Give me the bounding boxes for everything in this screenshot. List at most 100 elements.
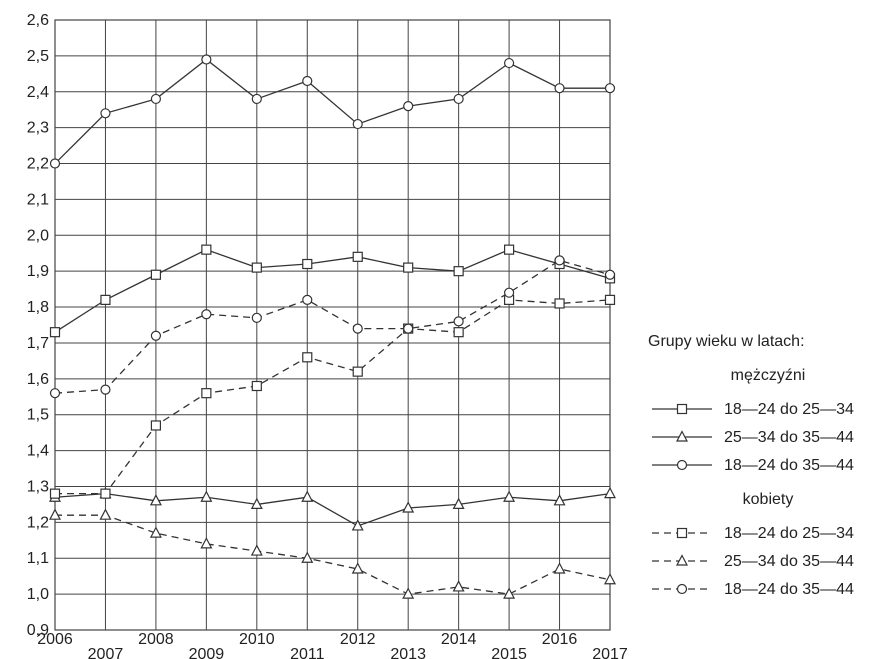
x-axis-ticks: 2006 2008 2010 2012 2014 2016 2007 2009 2011 2013… bbox=[37, 631, 628, 659]
y-tick-label: 2,2 bbox=[27, 156, 49, 173]
y-tick-label: 1,2 bbox=[27, 514, 49, 531]
x-tick-label: 2007 bbox=[88, 646, 124, 659]
data-point-circle bbox=[453, 93, 464, 105]
legend-group-label: kobiety bbox=[743, 491, 794, 508]
series-line bbox=[54, 58, 610, 164]
legend-entry-label: 18—24 do 35—44 bbox=[724, 581, 854, 598]
data-point-square bbox=[49, 488, 61, 499]
legend-entry-label: 18—24 do 25—34 bbox=[724, 401, 854, 418]
series-1 bbox=[49, 486, 616, 531]
data-point-square bbox=[676, 403, 688, 415]
legend-entry-label: 18—24 do 25—34 bbox=[724, 525, 854, 542]
y-axis-ticks: 0,9 1,0 1,1 1,2 1,3 1,4 1,5 1,6 1,7 1,8 1,9 2,0 2,1 2… bbox=[27, 12, 49, 639]
data-point-circle bbox=[201, 54, 212, 65]
series-line bbox=[55, 299, 611, 495]
data-point-circle bbox=[503, 57, 515, 69]
data-point-square bbox=[49, 327, 61, 338]
y-tick-label: 1,3 bbox=[27, 478, 49, 495]
data-point-triangle bbox=[604, 572, 616, 585]
data-point-square bbox=[554, 298, 565, 309]
legend-entry-label: 25—34 do 35—44 bbox=[724, 553, 854, 570]
data-point-square bbox=[403, 262, 414, 273]
data-point-circle bbox=[100, 108, 111, 119]
data-point-square bbox=[453, 327, 464, 338]
data-point-circle bbox=[604, 269, 616, 280]
x-tick-label: 2015 bbox=[491, 646, 527, 659]
y-tick-label: 1,6 bbox=[27, 371, 49, 388]
y-tick-label: 1,4 bbox=[27, 443, 49, 460]
x-tick-label: 2017 bbox=[592, 646, 628, 659]
data-point-square bbox=[201, 388, 212, 399]
data-point-square bbox=[201, 244, 212, 255]
y-tick-label: 2,6 bbox=[27, 12, 49, 29]
data-point-circle bbox=[49, 158, 61, 169]
y-tick-label: 2,3 bbox=[27, 120, 49, 137]
legend-group-label: mężczyźni bbox=[731, 367, 806, 384]
legend-entry-label: 25—34 do 35—44 bbox=[724, 429, 854, 446]
data-point-triangle bbox=[351, 562, 364, 574]
data-point-triangle bbox=[452, 580, 465, 592]
data-point-circle bbox=[676, 459, 688, 471]
data-point-circle bbox=[251, 312, 262, 323]
data-point-square bbox=[302, 352, 313, 363]
legend: Grupy wieku w latach: mężczyźni 18—24 do 2… bbox=[648, 333, 854, 598]
data-point-triangle bbox=[452, 497, 465, 510]
x-tick-label: 2011 bbox=[290, 646, 325, 659]
y-tick-label: 1,5 bbox=[27, 407, 49, 424]
data-point-circle bbox=[150, 93, 162, 105]
data-point-circle bbox=[403, 323, 414, 334]
series-0 bbox=[49, 244, 616, 338]
data-point-triangle bbox=[553, 494, 566, 506]
data-point-circle bbox=[676, 583, 688, 595]
data-point-triangle bbox=[200, 490, 213, 502]
y-tick-label: 1,0 bbox=[27, 586, 49, 603]
data-point-triangle bbox=[200, 537, 213, 549]
y-tick-label: 1,1 bbox=[27, 550, 49, 567]
data-point-circle bbox=[302, 294, 313, 305]
series-2 bbox=[49, 54, 616, 169]
data-point-circle bbox=[49, 388, 61, 399]
y-tick-label: 2,4 bbox=[27, 84, 49, 101]
y-tick-label: 2,5 bbox=[27, 48, 49, 65]
series-4 bbox=[49, 508, 616, 599]
data-point-triangle bbox=[676, 554, 688, 566]
data-point-triangle bbox=[301, 551, 314, 563]
series-line bbox=[55, 514, 611, 595]
data-point-square bbox=[100, 294, 111, 305]
data-point-square bbox=[352, 366, 363, 377]
data-point-triangle bbox=[604, 486, 616, 499]
legend-entry-label: 18—24 do 35—44 bbox=[724, 457, 854, 474]
data-point-square bbox=[150, 420, 162, 431]
data-point-square bbox=[352, 251, 363, 262]
data-point-triangle bbox=[402, 501, 415, 513]
data-point-triangle bbox=[250, 544, 263, 556]
data-point-triangle bbox=[676, 430, 688, 442]
series-line bbox=[54, 248, 611, 333]
data-point-triangle bbox=[351, 519, 364, 531]
data-point-circle bbox=[352, 323, 363, 334]
data-point-square bbox=[604, 294, 616, 305]
y-tick-label: 1,7 bbox=[27, 335, 49, 352]
x-tick-label: 2016 bbox=[542, 631, 578, 648]
data-point-triangle bbox=[149, 526, 162, 538]
data-point-triangle bbox=[149, 494, 162, 506]
data-point-triangle bbox=[553, 562, 566, 574]
data-point-square bbox=[251, 380, 262, 392]
x-tick-label: 2006 bbox=[37, 631, 73, 648]
data-point-circle bbox=[554, 255, 565, 266]
data-point-triangle bbox=[503, 490, 516, 502]
data-point-triangle bbox=[250, 497, 263, 510]
data-point-circle bbox=[150, 330, 162, 341]
data-point-circle bbox=[403, 101, 414, 112]
plot-frame bbox=[54, 19, 611, 631]
data-point-circle bbox=[453, 316, 464, 327]
x-tick-label: 2012 bbox=[340, 631, 376, 648]
series-5 bbox=[49, 255, 616, 399]
data-point-square bbox=[302, 258, 313, 270]
y-tick-label: 2,0 bbox=[27, 227, 49, 244]
x-tick-label: 2014 bbox=[441, 631, 477, 648]
data-point-square bbox=[100, 488, 111, 499]
series-line bbox=[54, 259, 611, 394]
x-tick-label: 2009 bbox=[189, 646, 225, 659]
legend-title: Grupy wieku w latach: bbox=[648, 333, 805, 350]
